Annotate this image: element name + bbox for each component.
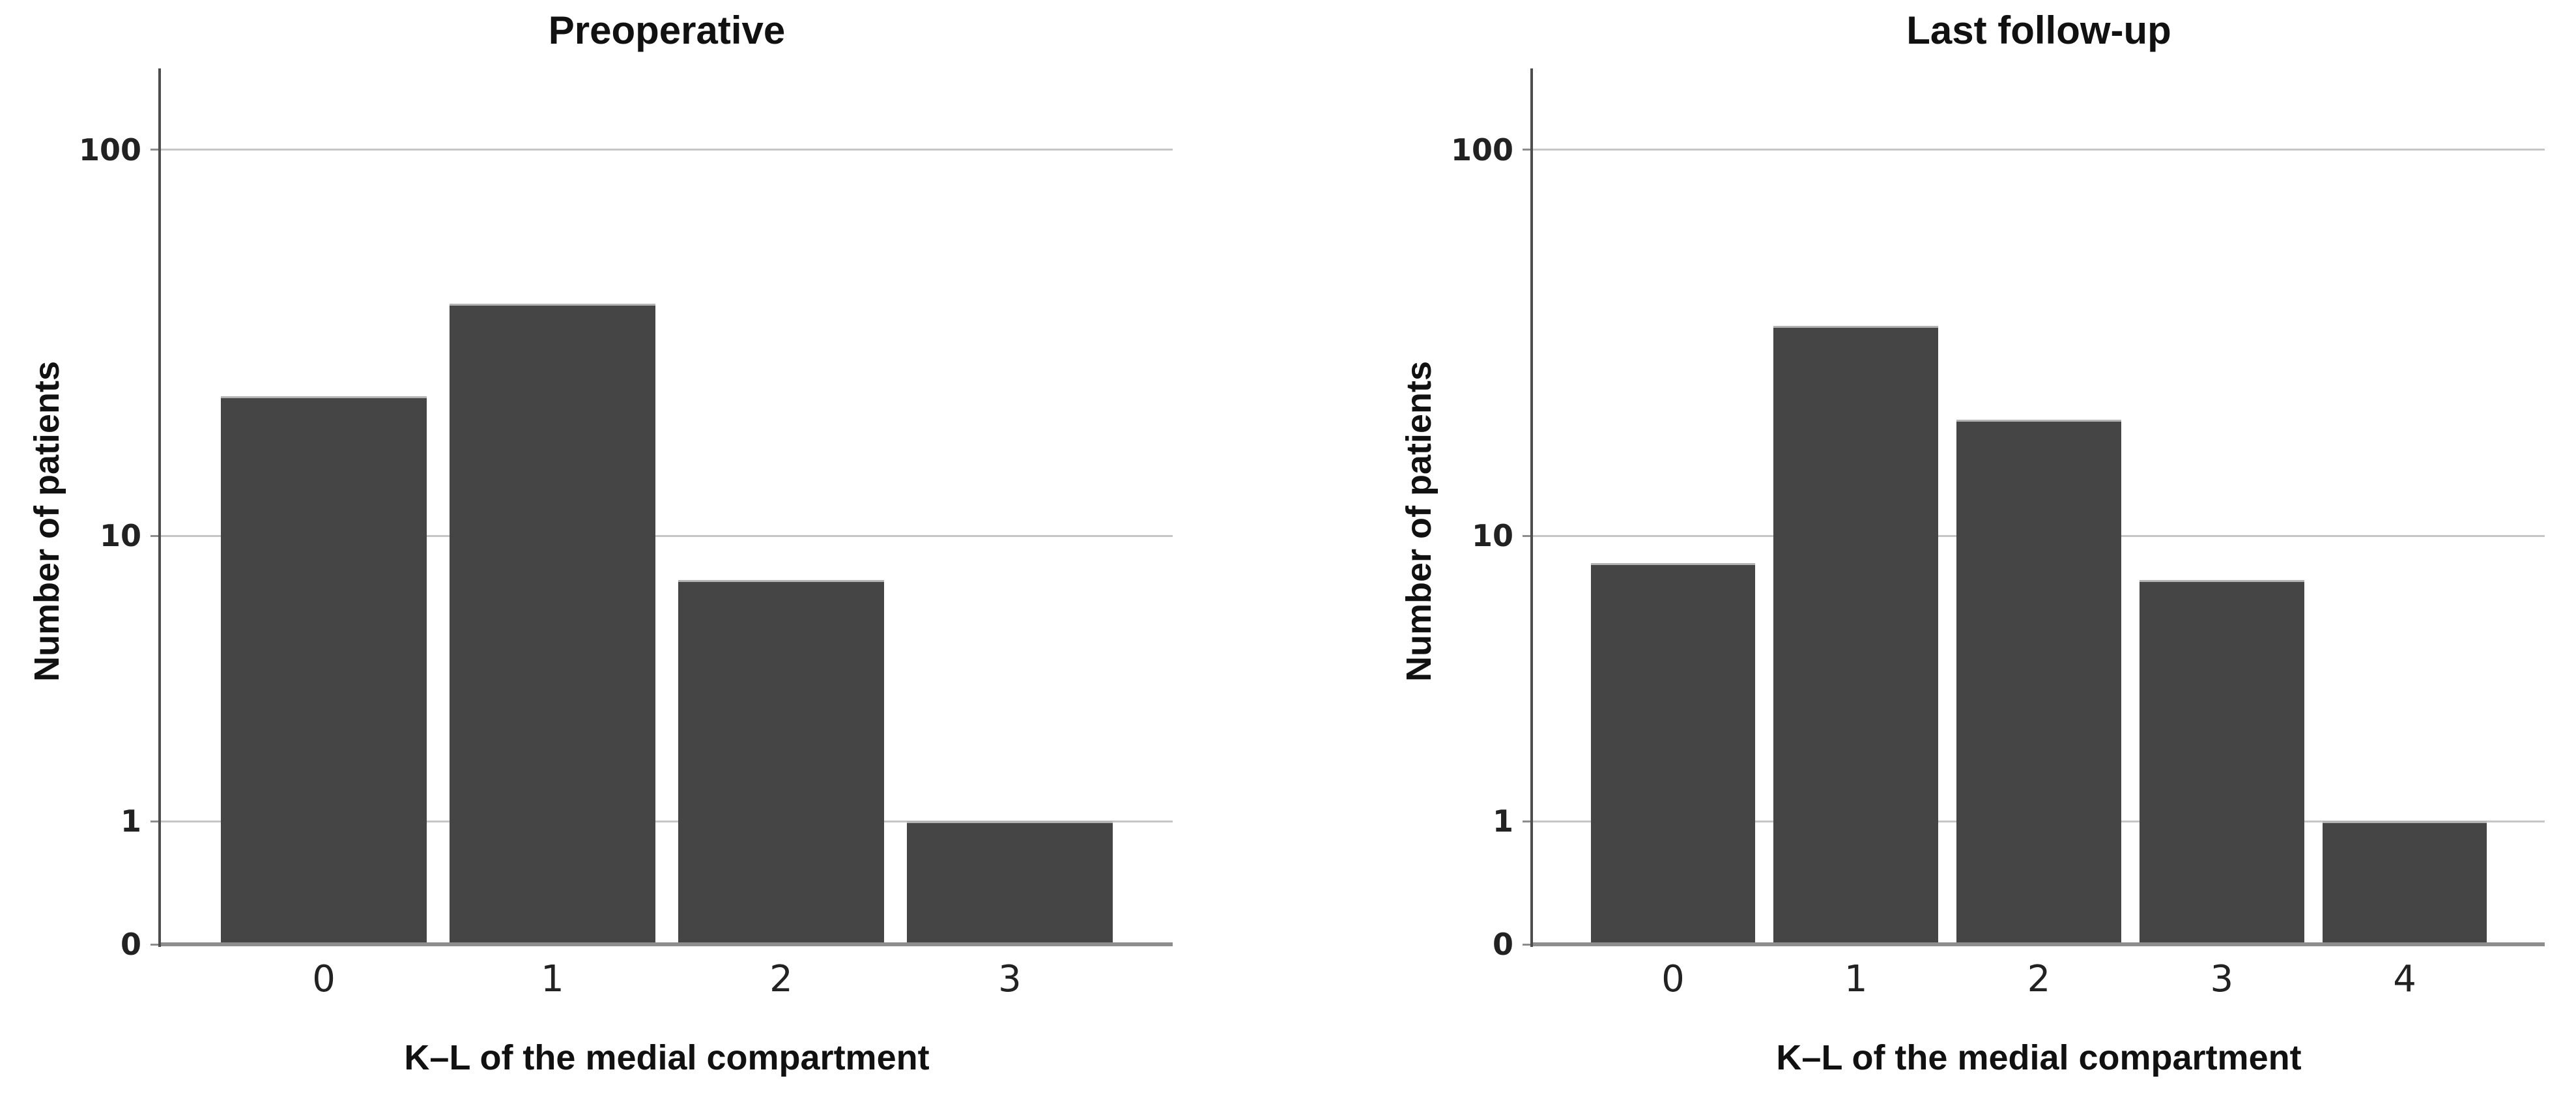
gridline-y-1 xyxy=(161,820,1173,822)
x-tick-label: 1 xyxy=(1844,958,1868,1000)
x-tick-label: 0 xyxy=(1661,958,1685,1000)
y-tick-mark xyxy=(1523,943,1533,946)
chart-panel-preoperative: Preoperative Number of patients K–L of t… xyxy=(27,8,1173,1077)
plot-area xyxy=(1530,68,2545,947)
x-tick-label: 3 xyxy=(998,958,1022,1000)
y-tick-label: 100 xyxy=(1450,132,1513,167)
chart-panel-last-follow-up: Last follow-up Number of patients K–L of… xyxy=(1288,0,2576,1104)
y-tick-mark xyxy=(1523,534,1533,537)
y-tick-label: 100 xyxy=(78,132,141,167)
bar-grade-1 xyxy=(1773,325,1939,944)
y-tick-label: 10 xyxy=(99,518,141,554)
x-tick-label: 3 xyxy=(2210,958,2234,1000)
bar-grade-2 xyxy=(1956,419,2121,944)
bar-grade-2 xyxy=(678,579,884,944)
bar-grade-0 xyxy=(221,396,427,944)
y-axis-line xyxy=(1530,68,1533,947)
y-tick-label: 10 xyxy=(1471,518,1513,554)
gridline-y-100 xyxy=(1533,149,2545,151)
y-tick-mark xyxy=(150,149,161,151)
y-tick-label: 1 xyxy=(120,804,141,839)
gridline-y-10 xyxy=(161,534,1173,537)
y-tick-mark xyxy=(1523,149,1533,151)
plot-area xyxy=(158,68,1173,947)
x-axis-line xyxy=(158,942,1173,946)
x-tick-label: 1 xyxy=(541,958,564,1000)
x-tick-label: 2 xyxy=(2027,958,2051,1000)
y-tick-label: 1 xyxy=(1492,804,1513,839)
x-tick-label: 0 xyxy=(312,958,336,1000)
y-tick-mark xyxy=(1523,820,1533,822)
chart-title: Preoperative xyxy=(548,8,786,52)
x-axis-line xyxy=(1530,942,2545,946)
x-tick-label: 2 xyxy=(769,958,793,1000)
chart-title: Last follow-up xyxy=(1906,8,2171,52)
gridline-y-100 xyxy=(161,149,1173,151)
y-tick-mark xyxy=(150,534,161,537)
x-axis-title: K–L of the medial compartment xyxy=(404,1038,930,1077)
bar-grade-4 xyxy=(2322,821,2487,944)
y-tick-label: 0 xyxy=(1492,927,1513,962)
bar-grade-3 xyxy=(2139,579,2304,944)
y-tick-mark xyxy=(150,943,161,946)
bar-grade-1 xyxy=(450,303,655,944)
bar-grade-0 xyxy=(1590,563,1756,944)
bar-grade-3 xyxy=(907,821,1113,944)
y-tick-mark xyxy=(150,820,161,822)
x-tick-label: 4 xyxy=(2393,958,2416,1000)
x-axis-title: K–L of the medial compartment xyxy=(1776,1038,2302,1077)
y-tick-label: 0 xyxy=(120,927,141,962)
y-axis-line xyxy=(158,68,161,947)
